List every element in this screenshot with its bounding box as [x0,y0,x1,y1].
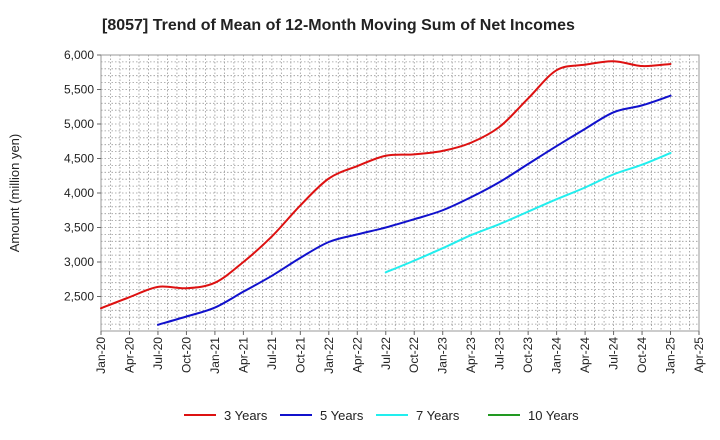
x-tick-label: Jul-20 [151,337,165,370]
x-tick-label: Jan-25 [664,337,678,374]
series-lines [100,60,672,326]
legend-label: 5 Years [320,408,364,423]
x-tick-label: Apr-24 [578,337,592,373]
x-tick-label: Jan-23 [436,337,450,374]
y-tick-label: 4,000 [64,186,94,200]
x-tick-label: Oct-22 [407,337,421,373]
gridlines [101,55,699,331]
x-tick-label: Oct-24 [635,337,649,373]
y-tick-label: 2,500 [64,290,94,304]
x-tick-label: Apr-25 [692,337,706,373]
y-tick-label: 3,000 [64,255,94,269]
x-tick-label: Apr-22 [350,337,364,373]
x-tick-label: Apr-20 [122,337,136,373]
y-tick-label: 5,500 [64,83,94,97]
x-tick-label: Jan-24 [550,337,564,374]
series-line-7-years [384,151,672,274]
x-tick-label: Jan-22 [322,337,336,374]
legend-label: 10 Years [528,408,579,423]
x-tick-label: Jul-22 [379,337,393,370]
series-line-3-years [100,60,672,310]
chart-title: [8057] Trend of Mean of 12-Month Moving … [102,17,575,34]
x-tick-label: Oct-21 [293,337,307,373]
x-tick-label: Jul-21 [265,337,279,370]
y-axis-label: Amount (million yen) [7,134,22,253]
x-tick-label: Jul-24 [607,337,621,370]
y-tick-label: 5,000 [64,117,94,131]
x-tick-label: Oct-20 [179,337,193,373]
y-tick-label: 4,500 [64,152,94,166]
y-axis-ticks: 2,500 3,000 3,500 4,000 4,500 5,000 5,500 6,000 [64,48,101,304]
x-tick-label: Oct-23 [521,337,535,373]
x-tick-label: Jan-20 [94,337,108,374]
legend-label: 3 Years [224,408,268,423]
y-tick-label: 6,000 [64,48,94,62]
y-tick-label: 3,500 [64,221,94,235]
series-line-5-years [156,94,672,326]
legend-label: 7 Years [416,408,460,423]
legend: 3 Years 5 Years 7 Years 10 Years [184,408,579,423]
x-tick-label: Apr-23 [464,337,478,373]
x-tick-label: Jul-23 [493,337,507,370]
x-tick-label: Apr-21 [236,337,250,373]
x-tick-label: Jan-21 [208,337,222,374]
x-axis-ticks: Jan-20 Apr-20 Jul-20 Oct-20 Jan-21 Apr-21 Jul-… [94,331,706,374]
